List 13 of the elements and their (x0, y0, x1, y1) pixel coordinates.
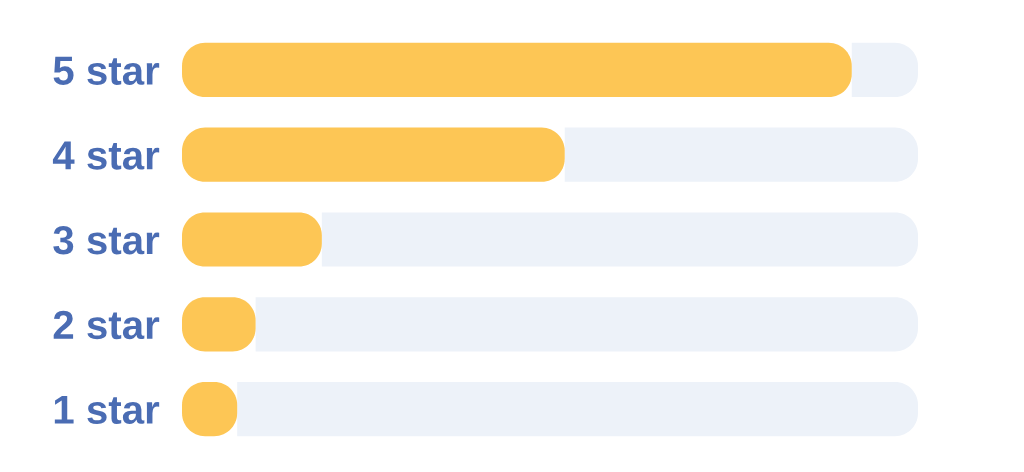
y-tick-label: 3 star (53, 225, 160, 255)
bar (255, 297, 918, 352)
bar (182, 212, 322, 267)
bar (321, 212, 918, 267)
y-tick-label: 4 star (52, 141, 160, 170)
y-tick-label: 2 star (53, 310, 160, 340)
bar (564, 127, 918, 182)
bar (182, 42, 852, 98)
bar (237, 381, 918, 437)
y-tick-label: 1 star (54, 395, 160, 425)
bar (182, 127, 565, 182)
y-tick-label: 5 star (53, 56, 160, 85)
bar (851, 42, 918, 98)
